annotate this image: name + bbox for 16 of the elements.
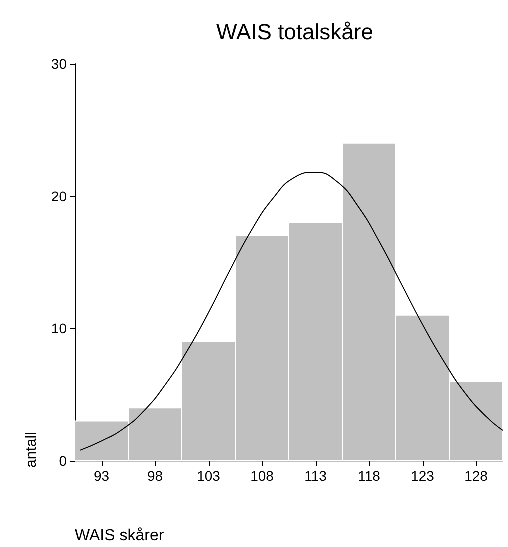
line-series — [80, 172, 504, 451]
y-tick-label: 30 — [51, 56, 68, 72]
chart-title: WAIS totalskåre — [216, 20, 374, 44]
x-tick-label: 98 — [147, 468, 164, 484]
x-tick-label: 113 — [304, 468, 328, 484]
x-tick-label: 118 — [358, 468, 381, 484]
x-axis-title: WAIS skårer — [75, 528, 165, 544]
x-tick-label: 123 — [411, 468, 435, 484]
x-tick-label: 128 — [464, 468, 488, 484]
x-tick-label: 103 — [197, 468, 221, 484]
y-tick-label: 20 — [51, 188, 68, 204]
y-tick-label: 0 — [59, 453, 68, 469]
y-tick-label: 10 — [51, 320, 68, 337]
x-tick-label: 93 — [94, 468, 110, 484]
x-tick-label: 108 — [250, 468, 274, 484]
y-axis-title: antall — [23, 432, 40, 468]
